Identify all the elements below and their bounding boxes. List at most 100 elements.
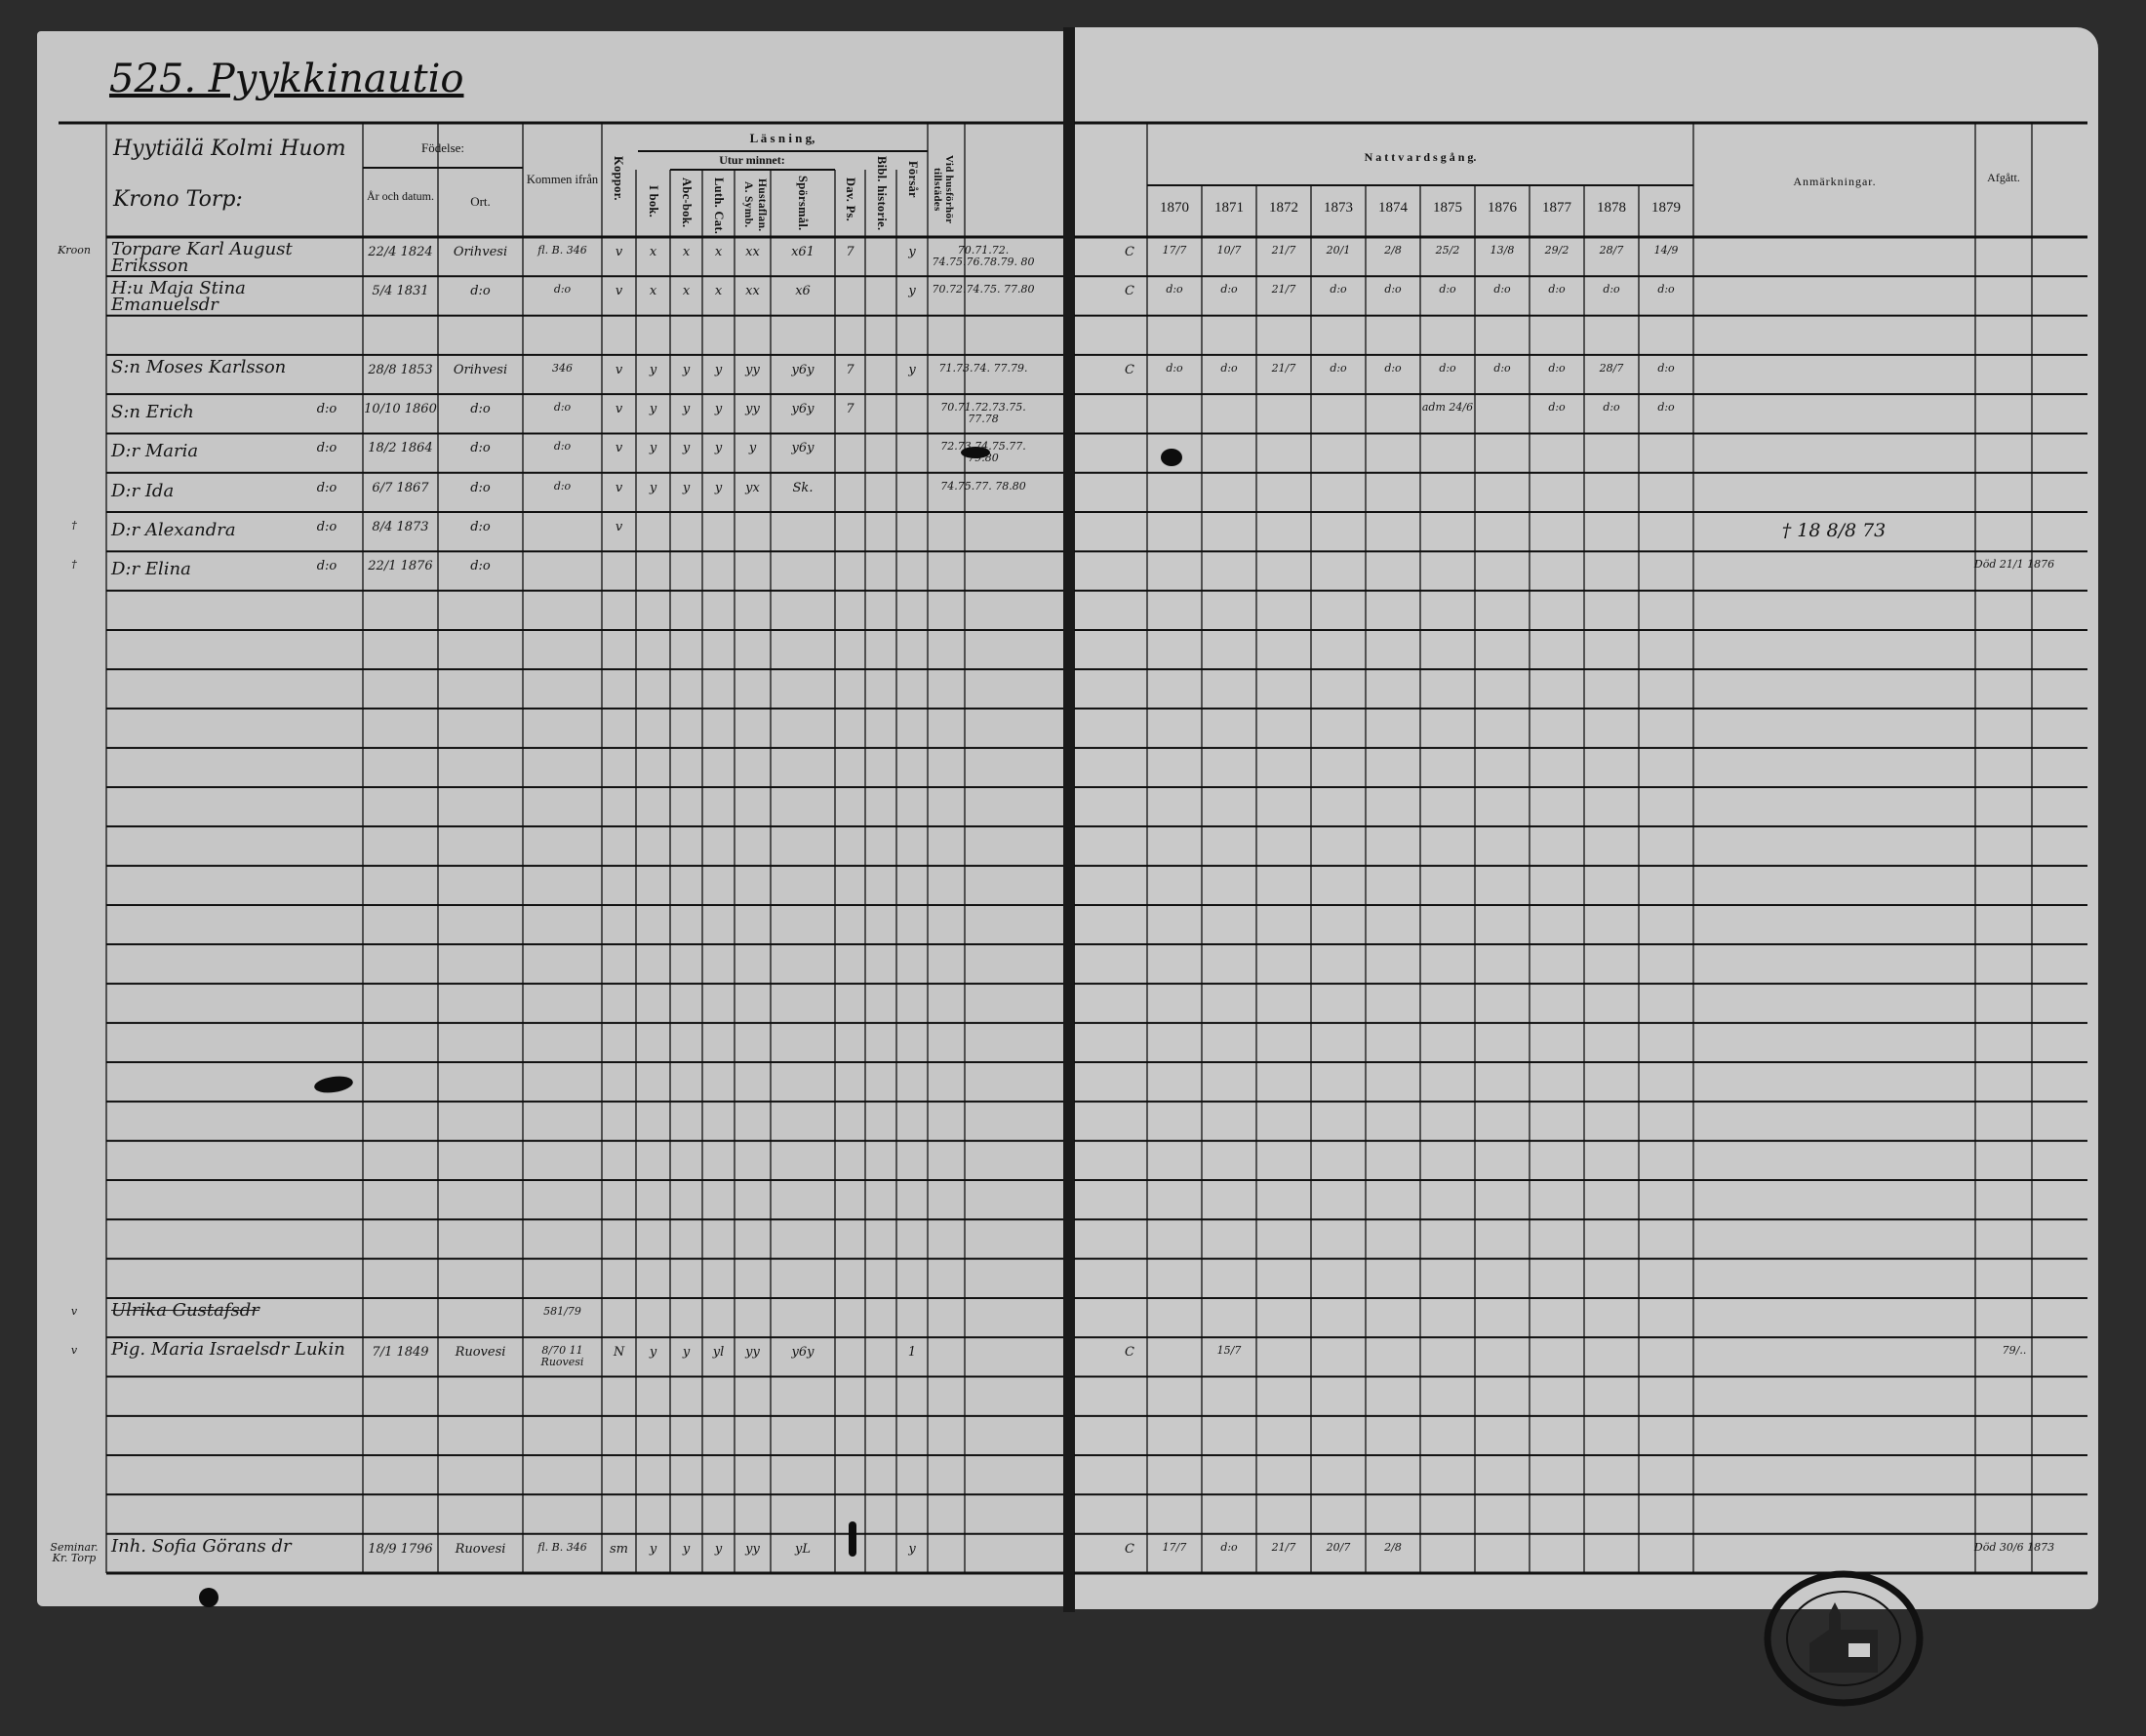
name-ditto: d:o	[316, 480, 338, 495]
moved-from: fl. B. 346	[537, 244, 587, 256]
year-header-1874: 1874	[1378, 200, 1408, 216]
reading-luth-cat: y	[714, 480, 723, 495]
page-title: 525. Pyykkinautio	[109, 57, 464, 101]
birth-date: 18/9 1796	[368, 1541, 433, 1557]
header-forsar: Försår	[905, 161, 920, 198]
reading-hustaflan: yy	[745, 362, 760, 377]
communion-1873: d:o	[1330, 283, 1347, 296]
birth-place: d:o	[470, 520, 491, 535]
koppor-mark: sm	[610, 1541, 628, 1557]
year-header-1879: 1879	[1651, 200, 1681, 216]
reading-sporsmal: x6	[795, 284, 811, 299]
communion-1871: d:o	[1220, 361, 1238, 375]
reading-sporsmal: y6y	[791, 1345, 815, 1361]
communion-1878: d:o	[1603, 283, 1620, 296]
koppor-mark: v	[615, 284, 623, 299]
departed: Död 30/6 1873	[1973, 1540, 2055, 1554]
person-name: H:u Maja Stina Emanuelsdr	[111, 278, 246, 316]
header-anmarkningar: Anmärkningar.	[1793, 175, 1877, 188]
reading-luth-cat: y	[714, 441, 723, 456]
reading-dav-ps: 7	[846, 402, 854, 417]
communion-1875: 25/2	[1435, 244, 1460, 256]
ink-blot	[1161, 449, 1182, 466]
name-ditto: d:o	[316, 402, 338, 417]
header-nattvardsgang: N a t t v a r d s g å n g.	[1364, 150, 1477, 164]
communion-1879: 14/9	[1653, 244, 1679, 256]
communion-1870: d:o	[1166, 361, 1183, 375]
communion-1875: d:o	[1439, 361, 1456, 375]
communion-margin: C	[1125, 245, 1134, 259]
reading-luth-cat: y	[714, 402, 723, 417]
communion-1878: 28/7	[1599, 244, 1624, 256]
communion-1877: d:o	[1548, 361, 1566, 375]
reading-sporsmal: y6y	[791, 402, 815, 417]
communion-1871: d:o	[1220, 1540, 1238, 1554]
header-ar-och-datum: År och datum.	[367, 189, 434, 203]
reading-dav-ps: 7	[846, 245, 854, 259]
communion-1871: d:o	[1220, 283, 1238, 296]
reading-hustaflan: xx	[745, 284, 760, 299]
reading-abc-bok: y	[682, 1345, 691, 1361]
moved-from: d:o	[553, 479, 572, 493]
moved-from: d:o	[553, 401, 572, 414]
communion-1872: 21/7	[1271, 1540, 1296, 1554]
communion-1877: d:o	[1548, 401, 1566, 414]
birth-place: d:o	[470, 559, 491, 574]
reading-hustaflan: yy	[745, 1345, 760, 1361]
communion-margin: C	[1125, 1541, 1134, 1557]
birth-date: 18/2 1864	[368, 441, 433, 456]
birth-place: Ruovesi	[455, 1541, 506, 1557]
reading-forsar: y	[908, 245, 916, 259]
book-gutter	[1063, 27, 1075, 1612]
header-dav-ps: Dav. Ps.	[843, 178, 857, 222]
communion-1872: 21/7	[1271, 283, 1296, 296]
left-page	[37, 31, 1067, 1606]
reading-dav-ps: 7	[846, 362, 854, 377]
husforhor-years: 74.75.77. 78.80	[940, 479, 1026, 493]
communion-1876: 13/8	[1490, 244, 1515, 256]
person-name: Torpare Karl August Eriksson	[111, 239, 293, 276]
header-sporsmal: Spörsmål.	[795, 176, 810, 231]
reading-i-bok: y	[649, 402, 657, 417]
reading-hustaflan: y	[748, 441, 757, 456]
communion-margin: C	[1125, 362, 1134, 377]
birth-place: d:o	[470, 284, 491, 299]
header-abc-bok: Abc-bok.	[679, 178, 694, 228]
reading-luth-cat: x	[714, 284, 723, 299]
ink-blot	[849, 1521, 856, 1557]
communion-1870: d:o	[1166, 283, 1183, 296]
communion-1873: 20/1	[1326, 244, 1351, 256]
reading-i-bok: y	[649, 1541, 657, 1557]
communion-1877: d:o	[1548, 283, 1566, 296]
reading-luth-cat: x	[714, 245, 723, 259]
reading-i-bok: x	[649, 245, 657, 259]
departed: Död 21/1 1876	[1973, 558, 2055, 572]
communion-margin: C	[1125, 1345, 1134, 1361]
birth-date: 5/4 1831	[372, 284, 429, 299]
birth-place: Ruovesi	[455, 1345, 506, 1361]
reading-forsar: y	[908, 284, 916, 299]
departed: 79/..	[2002, 1344, 2027, 1358]
reading-hustaflan: yy	[745, 1541, 760, 1557]
communion-1876: d:o	[1493, 283, 1511, 296]
reading-luth-cat: y	[714, 1541, 723, 1557]
reading-forsar: 1	[907, 1345, 917, 1361]
year-header-1873: 1873	[1324, 200, 1353, 216]
communion-1871: 10/7	[1216, 244, 1242, 256]
husforhor-years: 70.71.72. 74.75.76.78.79. 80	[932, 244, 1035, 268]
communion-1875: d:o	[1439, 283, 1456, 296]
birth-place: Orihvesi	[453, 245, 508, 259]
birth-place: d:o	[470, 402, 491, 417]
person-name: Ulrika Gustafsdr	[111, 1299, 259, 1321]
person-name: Inh. Sofia Görans dr	[111, 1535, 292, 1557]
header-fodelse: Födelse:	[420, 140, 465, 155]
koppor-mark: v	[615, 480, 623, 495]
header-luth-cat: Luth. Cat.	[711, 178, 726, 235]
person-name: S:n Erich	[111, 402, 194, 423]
koppor-mark: v	[615, 441, 623, 456]
husforhor-years: 72.73.74.75.77. 79.80	[940, 441, 1025, 465]
communion-1874: d:o	[1384, 361, 1402, 375]
communion-1872: 21/7	[1271, 244, 1296, 256]
moved-from: 8/70 11 Ruovesi	[540, 1344, 584, 1368]
person-name: D:r Maria	[111, 441, 199, 462]
